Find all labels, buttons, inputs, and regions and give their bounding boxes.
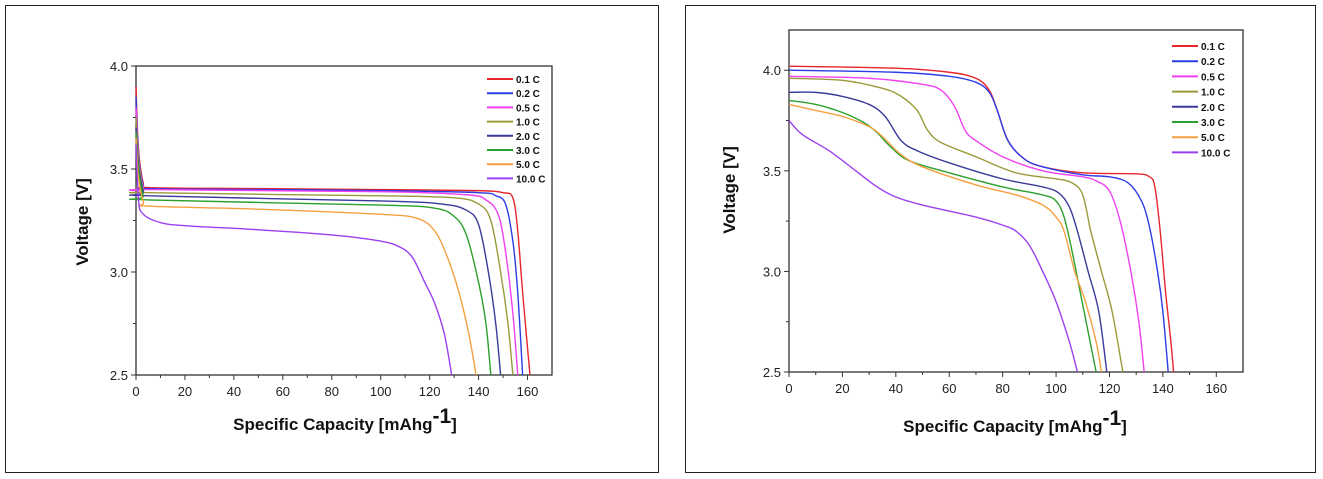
chart-1: 0 20 40 60 80 100 120 140 160 2.5 3.0 3.5 4.0 Voltage… [720,29,1244,436]
legend-label: 0.1 C [516,75,540,86]
x-tick-label: 0 [785,381,792,396]
x-tick-label: 60 [276,384,290,399]
x-tick-label: 80 [995,381,1009,396]
x-tick-label: 140 [468,384,490,399]
series-line-10C [129,117,514,376]
x-tick-label: 120 [1099,381,1121,396]
legend-label: 1.0 C [516,118,540,129]
x-axis-label: Specific Capacity [mAhg-1] [233,405,457,434]
legend-label: 0.2 C [1201,57,1225,68]
series-line-01C [135,86,531,376]
legend-label: 3.0 C [516,146,540,157]
legend-label: 2.0 C [1201,103,1225,114]
x-axis-label-superscript: -1 [432,405,451,428]
chart-0: 0 20 40 60 80 100 120 140 160 2.5 3.0 3.5 4.0 Voltage… [73,59,553,434]
x-axis-label: Specific Capacity [mAhg-1] [903,407,1127,436]
plot-frame [135,65,553,376]
left-chart-panel [5,5,659,473]
x-axis-label-close: ] [1121,417,1127,436]
legend-label: 3.0 C [1201,118,1225,129]
legend-label: 5.0 C [516,160,540,171]
series-line-02C [788,69,1169,373]
series-line-50C [135,138,477,376]
x-tick-label: 160 [517,384,539,399]
x-axis-label-text: Specific Capacity [mAhg [903,417,1102,436]
x-tick-label: 160 [1205,381,1227,396]
legend-label: 1.0 C [1201,88,1225,99]
legend-label: 0.5 C [516,103,540,114]
x-axis-label-close: ] [451,415,457,434]
series-line-20C [129,127,502,376]
series-line-100C [135,144,453,376]
y-tick-label: 4.0 [763,63,781,78]
x-tick-label: 140 [1152,381,1174,396]
x-tick-label: 120 [419,384,441,399]
series-line-10C [788,77,1124,373]
x-tick-label: 80 [325,384,339,399]
x-axis-label-superscript: -1 [1102,407,1121,430]
x-tick-label: 100 [370,384,392,399]
x-tick-label: 40 [889,381,903,396]
x-tick-label: 60 [942,381,956,396]
series-line-20C [788,91,1108,373]
y-axis-label: Voltage [V] [73,178,92,266]
right-chart-panel [685,5,1316,473]
series-line-100C [788,120,1079,373]
y-tick-label: 2.5 [763,365,781,380]
series-line-05C [129,107,519,376]
y-tick-label: 3.5 [110,162,128,177]
x-tick-label: 0 [132,384,139,399]
legend-label: 5.0 C [1201,133,1225,144]
x-tick-label: 20 [178,384,192,399]
x-tick-label: 20 [835,381,849,396]
series-line-02C [135,96,524,376]
series-line-05C [788,75,1145,373]
y-tick-label: 3.0 [110,265,128,280]
plot-frame [788,29,1244,373]
legend-label: 0.5 C [1201,72,1225,83]
legend-label: 2.0 C [516,132,540,143]
y-axis-label: Voltage [V] [720,146,739,234]
x-tick-label: 100 [1045,381,1067,396]
legend-label: 10.0 C [1201,148,1230,159]
x-axis-label-text: Specific Capacity [mAhg [233,415,432,434]
legend-label: 0.1 C [1201,42,1225,53]
legend-label: 10.0 C [516,174,545,185]
series-line-50C [788,103,1103,373]
y-tick-label: 4.0 [110,59,128,74]
y-tick-label: 3.5 [763,164,781,179]
series-line-30C [129,131,492,376]
legend-label: 0.2 C [516,89,540,100]
series-line-30C [788,99,1097,373]
x-tick-label: 40 [227,384,241,399]
y-tick-label: 3.0 [763,264,781,279]
y-tick-label: 2.5 [110,368,128,383]
